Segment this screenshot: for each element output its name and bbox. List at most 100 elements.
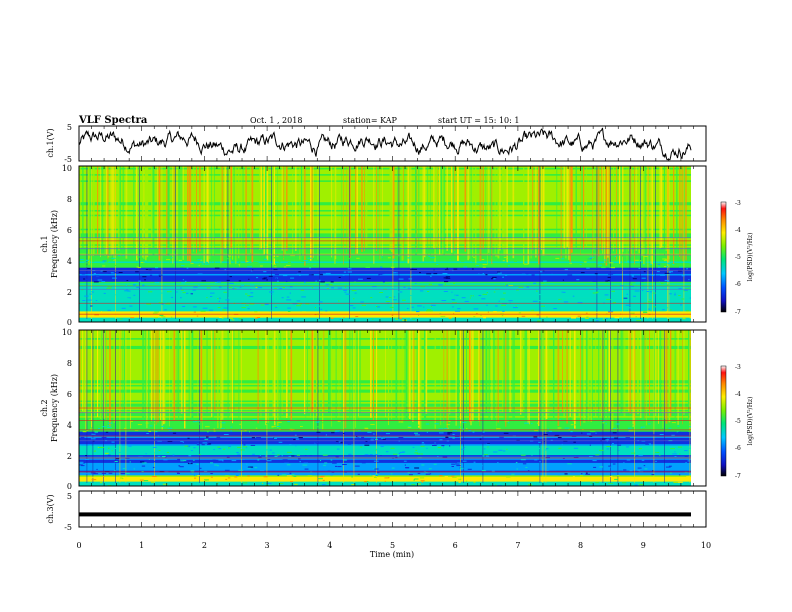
spectrogram-speckle [667, 281, 670, 283]
spectrogram-streak [406, 330, 408, 425]
spectrogram-speckle [105, 452, 109, 454]
spectrogram-streak [610, 330, 611, 483]
spectrogram-speckle [209, 308, 211, 310]
spectrogram-speckle [154, 262, 157, 264]
spectrogram-streak [601, 330, 603, 418]
spectrogram-streak [569, 330, 571, 417]
spectrogram-speckle [559, 282, 561, 283]
spectrogram-streak [260, 330, 262, 419]
spectrogram-speckle [197, 423, 202, 425]
spectrogram-speckle [277, 289, 282, 291]
spectrogram-band [79, 273, 691, 276]
spectrogram-streak [643, 330, 645, 428]
spectrogram-speckle [102, 271, 107, 273]
spectrogram-speckle [431, 468, 436, 470]
spectrogram-speckle [360, 479, 363, 481]
spectrogram-speckle [342, 464, 347, 465]
ch1-freq-tick-8: 8 [67, 195, 72, 204]
spectrogram-streak [427, 166, 429, 262]
spectrogram-speckle [546, 469, 549, 471]
spectrogram-speckle [251, 261, 257, 263]
spectrogram-speckle [482, 455, 485, 457]
spectrogram-speckle [331, 432, 335, 434]
spectrogram-speckle [249, 431, 250, 433]
spectrogram-speckle [157, 455, 161, 457]
spectrogram-speckle [643, 465, 646, 467]
spectrogram-speckle [534, 430, 538, 432]
spectrogram-streak [661, 166, 663, 248]
spectrogram-streak [569, 166, 571, 262]
spectrogram-speckle [577, 315, 582, 317]
spectrogram-speckle [527, 484, 532, 486]
spectrogram-streak [463, 330, 464, 483]
spectrogram-speckle [497, 313, 500, 315]
spectrogram-band [79, 287, 691, 290]
spectrogram-speckle [145, 260, 147, 262]
spectrogram-streak [184, 330, 186, 429]
spectrogram-speckle [342, 274, 345, 276]
spectrogram-speckle [190, 293, 193, 295]
spectrogram-speckle [671, 466, 673, 468]
spectrogram-speckle [426, 431, 428, 433]
spectrogram-speckle [246, 260, 249, 262]
spectrogram-streak [133, 166, 135, 248]
spectrogram-speckle [632, 278, 637, 280]
spectrogram-streak [91, 166, 92, 319]
spectrogram-band [79, 436, 691, 438]
spectrogram-speckle [229, 276, 232, 278]
spectrogram-speckle [158, 450, 161, 451]
spectrogram-streak [472, 166, 474, 257]
spectrogram-speckle [148, 291, 153, 293]
spectrogram-speckle [668, 271, 671, 273]
spectrogram-speckle [282, 275, 288, 277]
spectrogram-speckle [316, 431, 321, 433]
spectrogram-speckle [130, 317, 135, 319]
spectrogram-band [79, 262, 691, 265]
ch3-waveform-line [79, 512, 691, 517]
spectrogram-streak [640, 166, 641, 319]
spectrogram-speckle [563, 301, 569, 303]
spectrogram-speckle [421, 453, 423, 455]
spectrogram-speckle [437, 456, 439, 458]
spectrogram-speckle [338, 300, 340, 302]
spectrogram-speckle [168, 305, 173, 307]
spectrogram-speckle [274, 305, 277, 307]
spectrogram-speckle [498, 478, 501, 480]
spectrogram-speckle [553, 320, 556, 322]
ch3-waveform-frame [78, 490, 707, 528]
spectrogram-speckle [278, 441, 283, 443]
spectrogram-streak [526, 330, 527, 421]
spectrogram-speckle [282, 459, 288, 461]
spectrogram-speckle [541, 282, 545, 284]
spectrogram-speckle [419, 290, 424, 292]
spectrogram-band [79, 475, 691, 477]
spectrogram-speckle [81, 477, 87, 479]
spectrogram-streak [599, 330, 601, 416]
spectrogram-speckle [300, 313, 305, 314]
spectrogram-speckle [498, 300, 500, 302]
spectrogram-speckle [669, 271, 673, 273]
spectrogram-speckle [560, 272, 565, 274]
spectrogram-streak [391, 166, 393, 253]
spectrogram-speckle [155, 267, 159, 269]
spectrogram-speckle [90, 291, 93, 293]
spectrogram-speckle [474, 263, 478, 265]
spectrogram-speckle [85, 279, 88, 280]
spectrogram-speckle [274, 288, 277, 289]
spectrogram-speckle [200, 310, 206, 312]
spectrogram-streak [682, 330, 683, 425]
spectrogram-streak [331, 166, 333, 258]
spectrogram-streak [539, 330, 541, 483]
spectrogram-speckle [247, 475, 250, 477]
spectrogram-speckle [320, 422, 324, 424]
spectrogram-streak [601, 166, 603, 251]
spectrogram-streak [674, 330, 676, 418]
spectrogram-band [79, 258, 691, 260]
spectrogram-speckle [689, 474, 691, 476]
spectrogram-speckle [409, 430, 414, 432]
spectrogram-speckle [605, 423, 607, 425]
spectrogram-streak [233, 166, 235, 263]
ch2-colorbar-tick-2: -4 [735, 391, 741, 398]
spectrogram-speckle [440, 442, 445, 443]
spectrogram-band [79, 278, 691, 281]
